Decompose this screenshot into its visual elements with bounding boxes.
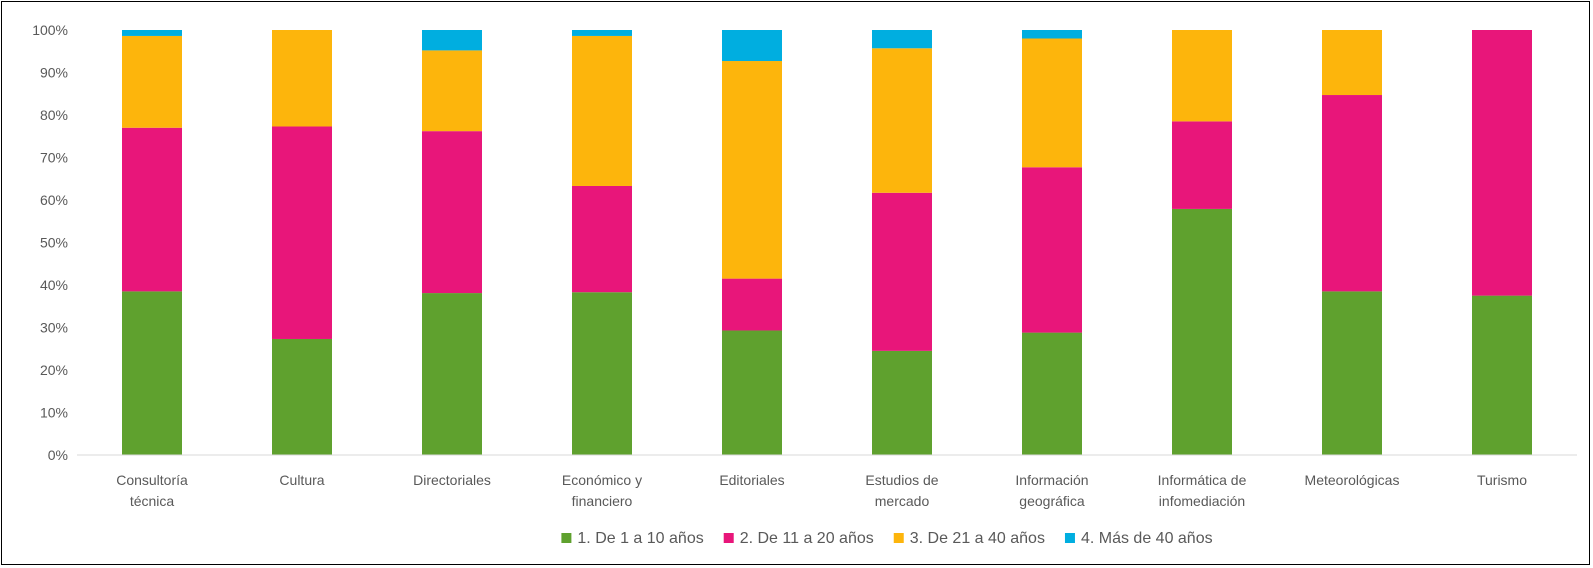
- y-tick-label: 0%: [48, 447, 68, 463]
- bar-segment-series-2: [1472, 30, 1532, 296]
- bar-segment-series-3: [422, 50, 482, 132]
- legend-item-2: 2. De 11 a 20 años: [723, 530, 874, 547]
- legend-swatch: [893, 533, 904, 543]
- x-category-label: Estudios de: [865, 472, 938, 488]
- bar-segment-series-3: [572, 35, 632, 186]
- bar-segment-series-1: [1172, 208, 1232, 455]
- bar-segment-series-1: [872, 350, 932, 455]
- x-category-label: Cultura: [279, 472, 324, 488]
- bar-segment-series-2: [1322, 95, 1382, 292]
- legend-item-3: 3. De 21 a 40 años: [893, 530, 1045, 547]
- x-category-label: Turismo: [1477, 472, 1527, 488]
- bar-segment-series-3: [1022, 38, 1082, 168]
- x-category-label: Informática de: [1158, 472, 1247, 488]
- bars-group: [122, 30, 1532, 455]
- x-category-label: Económico y: [562, 472, 642, 488]
- bar-segment-series-2: [872, 192, 932, 351]
- bar-segment-series-4: [422, 30, 482, 51]
- legend-label: 4. Más de 40 años: [1081, 530, 1213, 547]
- legend-label: 3. De 21 a 40 años: [910, 530, 1045, 547]
- bar-segment-series-4: [122, 30, 182, 36]
- x-category-label: mercado: [875, 493, 930, 509]
- bar-segment-series-2: [272, 126, 332, 339]
- bar-segment-series-1: [272, 338, 332, 455]
- legend-swatch: [723, 533, 734, 543]
- y-tick-label: 10%: [40, 405, 68, 421]
- y-tick-label: 90%: [40, 65, 68, 81]
- bar-segment-series-3: [872, 48, 932, 193]
- bar-segment-series-3: [1322, 30, 1382, 96]
- y-tick-label: 40%: [40, 277, 68, 293]
- x-category-label: financiero: [572, 493, 633, 509]
- legend-label: 2. De 11 a 20 años: [740, 530, 874, 547]
- bar-segment-series-2: [422, 131, 482, 294]
- bar-segment-series-1: [422, 293, 482, 455]
- y-tick-label: 100%: [32, 22, 68, 38]
- bar-segment-series-2: [122, 127, 182, 292]
- bar-segment-series-1: [722, 330, 782, 455]
- x-category-label: geográfica: [1019, 493, 1085, 509]
- x-category-label: infomediación: [1159, 493, 1245, 509]
- legend-swatch: [1064, 533, 1075, 543]
- x-category-label: Información: [1015, 472, 1088, 488]
- x-category-label: técnica: [130, 493, 175, 509]
- y-tick-label: 20%: [40, 362, 68, 378]
- legend-item-1: 1. De 1 a 10 años: [561, 530, 704, 547]
- bar-segment-series-3: [1172, 30, 1232, 122]
- bar-segment-series-3: [722, 61, 782, 279]
- bar-segment-series-2: [1022, 167, 1082, 333]
- y-tick-label: 70%: [40, 150, 68, 166]
- bar-segment-series-4: [1022, 30, 1082, 39]
- y-tick-label: 50%: [40, 235, 68, 251]
- bar-segment-series-1: [1472, 295, 1532, 455]
- y-axis-tick-labels: 0% 10% 20% 30% 40% 50% 60% 70% 80% 90% 100%: [32, 22, 68, 463]
- bar-segment-series-4: [872, 30, 932, 49]
- x-category-label: Meteorológicas: [1305, 472, 1400, 488]
- bar-segment-series-1: [1322, 291, 1382, 455]
- x-category-label: Editoriales: [719, 472, 784, 488]
- bar-segment-series-1: [122, 291, 182, 455]
- category-labels: Consultoría técnica Cultura Directoriales Ec…: [116, 472, 1527, 509]
- x-category-label: Directoriales: [413, 472, 491, 488]
- legend-swatch: [561, 533, 572, 543]
- bar-segment-series-4: [722, 30, 782, 62]
- bar-segment-series-2: [1172, 121, 1232, 209]
- bar-segment-series-3: [272, 30, 332, 127]
- legend-item-4: 4. Más de 40 años: [1064, 530, 1213, 547]
- bar-segment-series-2: [572, 185, 632, 293]
- bar-segment-series-4: [572, 30, 632, 36]
- y-tick-label: 80%: [40, 107, 68, 123]
- legend: 1. De 1 a 10 años 2. De 11 a 20 años 3. De…: [561, 530, 1213, 547]
- y-tick-label: 30%: [40, 320, 68, 336]
- bar-segment-series-3: [122, 35, 182, 128]
- bar-segment-series-1: [1022, 332, 1082, 455]
- bar-segment-series-2: [722, 278, 782, 331]
- legend-label: 1. De 1 a 10 años: [577, 530, 703, 547]
- x-category-label: Consultoría: [116, 472, 188, 488]
- y-tick-label: 60%: [40, 192, 68, 208]
- bar-segment-series-1: [572, 292, 632, 455]
